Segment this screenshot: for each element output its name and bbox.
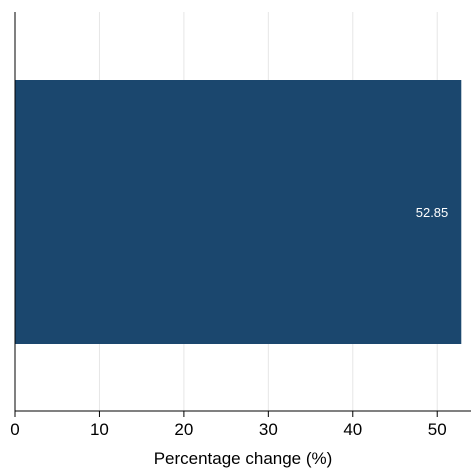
bars: 52.85: [15, 80, 462, 344]
x-axis-ticks: 0 10 20 30 40 50: [10, 411, 447, 439]
x-tick-label-20: 20: [174, 420, 193, 439]
axes: [14, 12, 471, 412]
x-tick-label-0: 0: [10, 420, 19, 439]
x-tick-label-40: 40: [343, 420, 362, 439]
bar-0: [15, 80, 462, 344]
x-tick-label-10: 10: [90, 420, 109, 439]
x-tick-label-30: 30: [259, 420, 278, 439]
x-tick-label-50: 50: [428, 420, 447, 439]
bar-value-label-0: 52.85: [416, 205, 449, 220]
x-axis-label: Percentage change (%): [154, 449, 333, 468]
